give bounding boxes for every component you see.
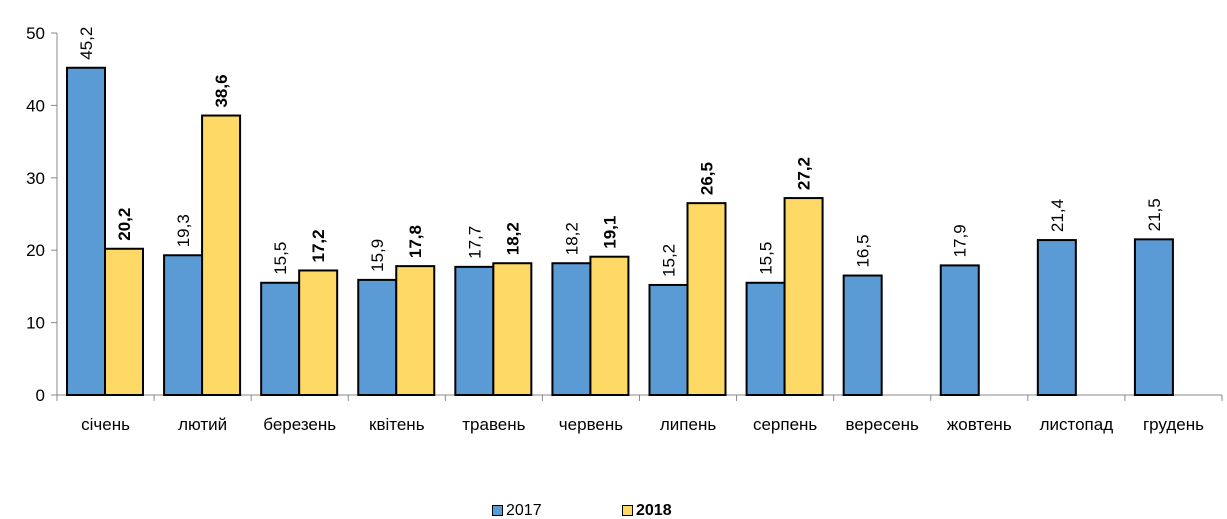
y-tick-label: 0 (36, 386, 45, 405)
data-label-2017-червень: 18,2 (562, 222, 581, 255)
legend-swatch-2017 (492, 505, 503, 516)
category-label: червень (559, 415, 623, 434)
category-label: лютий (178, 415, 227, 434)
data-label-2018-січень: 20,2 (115, 208, 134, 241)
legend-item-2017: 2017 (492, 502, 542, 519)
category-label: листопад (1040, 415, 1114, 434)
data-label-2018-березень: 17,2 (309, 229, 328, 262)
bar-2017-грудень (1135, 239, 1173, 395)
y-tick-label: 20 (26, 241, 45, 260)
y-axis: 0 10 20 30 40 50 (26, 24, 57, 405)
bar-2018-серпень (785, 198, 823, 395)
bar-2017-червень (552, 263, 590, 395)
x-axis: січень лютий березень квітень травень червень… (57, 395, 1222, 434)
data-label-2017-липень: 15,2 (660, 244, 679, 277)
category-label: травень (462, 415, 525, 434)
legend: 2017 2018 (0, 502, 1227, 519)
data-label-2017-серпень: 15,5 (757, 242, 776, 275)
data-label-2017-жовтень: 17,9 (951, 224, 970, 257)
y-tick-label: 50 (26, 24, 45, 43)
category-label: жовтень (947, 415, 1012, 434)
category-label: квітень (369, 415, 425, 434)
legend-label-2017: 2017 (506, 502, 542, 519)
bar-2018-червень (590, 257, 628, 395)
data-label-2017-травень: 17,7 (465, 226, 484, 259)
bar-2017-серпень (747, 283, 785, 395)
bar-2018-березень (299, 270, 337, 395)
bar-2018-липень (688, 203, 726, 395)
data-label-2018-квітень: 17,8 (406, 225, 425, 258)
bar-2017-січень (67, 68, 105, 395)
bar-2017-липень (650, 285, 688, 395)
bar-2017-жовтень (941, 265, 979, 395)
bar-2017-березень (261, 283, 299, 395)
data-label-2018-липень: 26,5 (698, 162, 717, 195)
bar-2018-лютий (202, 116, 240, 395)
data-label-2018-серпень: 27,2 (795, 157, 814, 190)
data-label-2018-травень: 18,2 (503, 222, 522, 255)
data-label-2017-квітень: 15,9 (368, 239, 387, 272)
category-label: січень (81, 415, 130, 434)
bar-2017-листопад (1038, 240, 1076, 395)
y-tick-label: 40 (26, 96, 45, 115)
bar-2017-лютий (164, 255, 202, 395)
data-label-2018-червень: 19,1 (600, 216, 619, 249)
bar-2018-квітень (396, 266, 434, 395)
category-label: вересень (846, 415, 920, 434)
legend-label-2018: 2018 (636, 502, 672, 519)
data-label-2017-листопад: 21,4 (1048, 199, 1067, 232)
y-tick-label: 30 (26, 169, 45, 188)
data-label-2018-лютий: 38,6 (212, 74, 231, 107)
data-label-2017-січень: 45,2 (77, 27, 96, 60)
legend-item-2018: 2018 (622, 502, 672, 519)
data-label-2017-грудень: 21,5 (1145, 198, 1164, 231)
y-tick-label: 10 (26, 314, 45, 333)
bars (67, 68, 1173, 395)
bar-2017-квітень (358, 280, 396, 395)
bar-2018-травень (493, 263, 531, 395)
bar-2018-січень (105, 249, 143, 395)
data-label-2017-березень: 15,5 (271, 242, 290, 275)
category-label: березень (263, 415, 336, 434)
category-label: серпень (753, 415, 817, 434)
legend-swatch-2018 (622, 505, 633, 516)
bar-2017-вересень (844, 276, 882, 395)
bar-2017-травень (455, 267, 493, 395)
data-label-2017-вересень: 16,5 (854, 234, 873, 267)
category-label: грудень (1143, 415, 1204, 434)
data-label-2017-лютий: 19,3 (174, 214, 193, 247)
category-label: липень (660, 415, 716, 434)
